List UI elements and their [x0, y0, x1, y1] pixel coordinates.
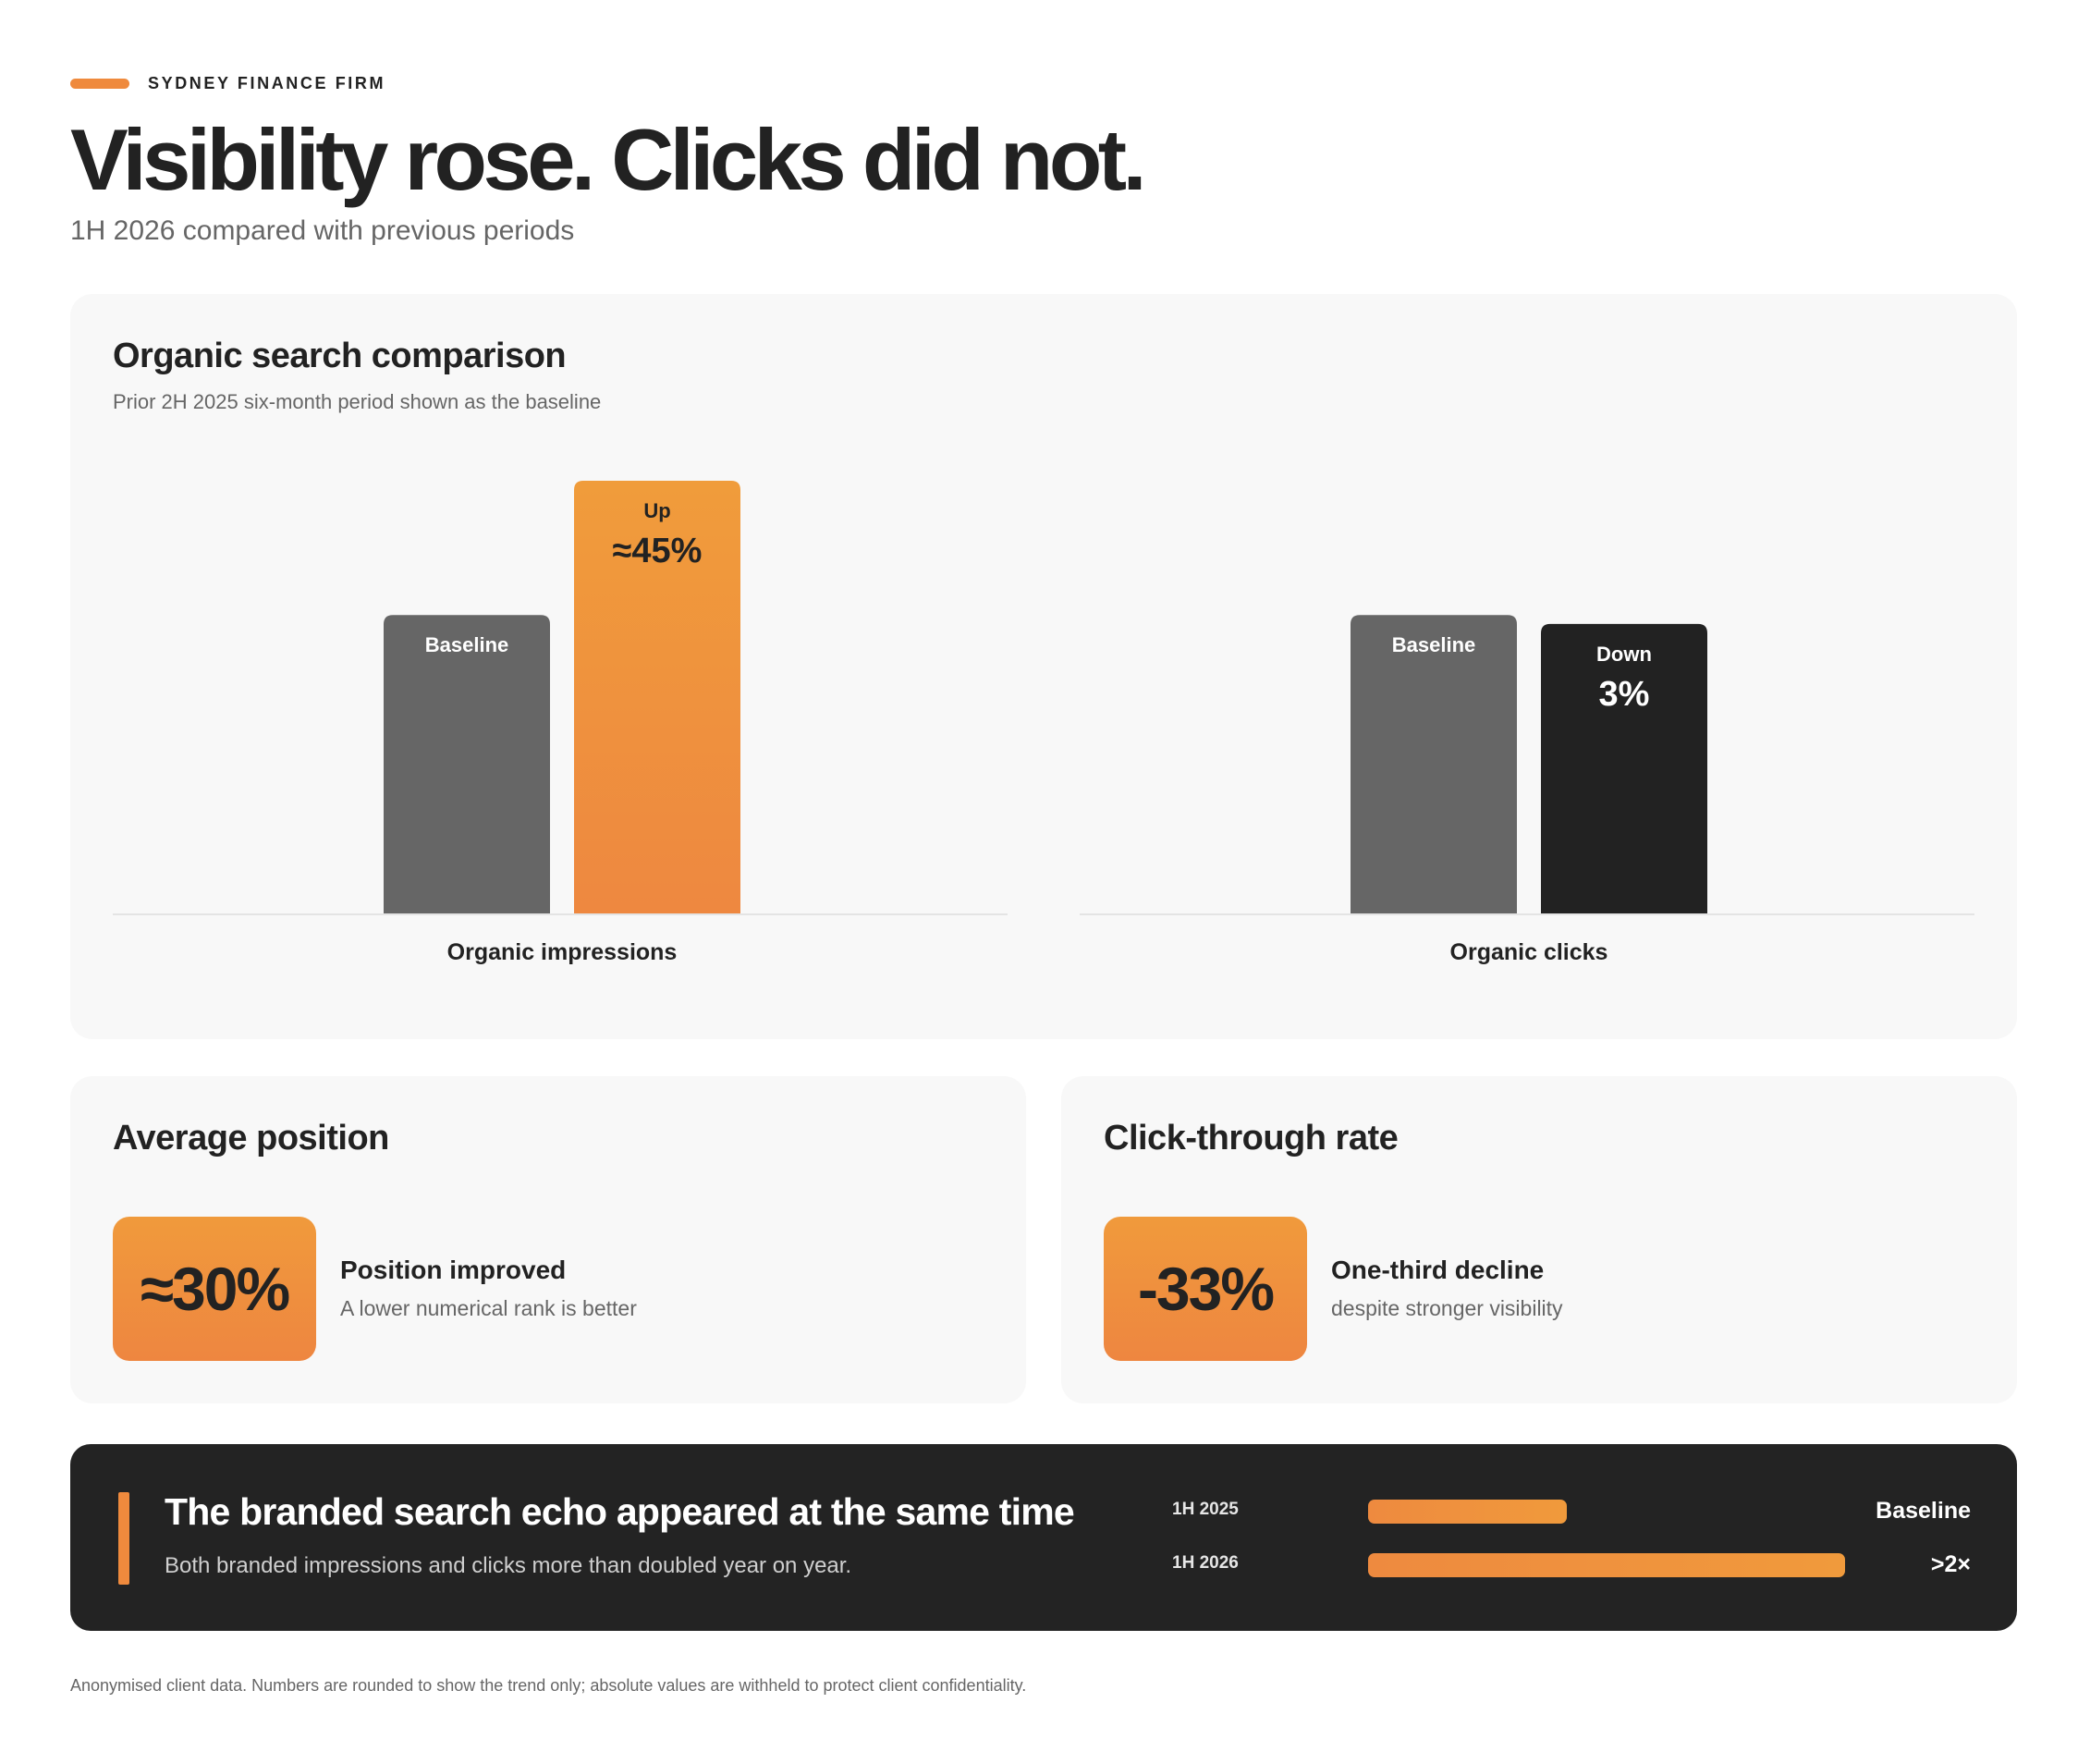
band-row-value-2026: >2×: [1930, 1551, 1971, 1577]
ctr-metric-box: -33%: [1104, 1217, 1307, 1361]
kicker-text: SYDNEY FINANCE FIRM: [148, 73, 386, 92]
position-metric-box: ≈30%: [113, 1217, 316, 1361]
band-description: Both branded impressions and clicks more…: [165, 1553, 852, 1578]
ctr-headline: One-third decline: [1331, 1256, 1545, 1284]
bar-organic-clicks-baseline: [1351, 615, 1517, 913]
bar-label-value: 3%: [1599, 675, 1650, 714]
ctr-card-title: Click-through rate: [1104, 1119, 1399, 1158]
bar-organic-clicks-down: [1541, 623, 1707, 913]
bar-label-value: ≈45%: [613, 532, 703, 570]
chart-title: Organic search comparison: [113, 337, 567, 375]
bar-organic-impressions-baseline: [384, 615, 550, 913]
band-track-2026: [1368, 1553, 1845, 1577]
organic-search-card: Organic search comparison Prior 2H 2025 …: [70, 294, 2017, 1039]
bar-label-top: Baseline: [425, 633, 509, 656]
bar-label-top: Baseline: [1392, 633, 1476, 656]
kicker: SYDNEY FINANCE FIRM: [70, 74, 385, 92]
band-accent-bar: [118, 1492, 129, 1585]
ctr-card: Click-through rate -33% One-third declin…: [1061, 1076, 2017, 1403]
band-row-label-2025: 1H 2025: [1172, 1500, 1239, 1519]
page-title: Visibility rose. Clicks did not.: [70, 111, 1147, 208]
band-row-value-2025: Baseline: [1876, 1498, 1971, 1524]
position-note: A lower numerical rank is better: [340, 1296, 637, 1320]
bar-organic-impressions-up: [574, 481, 740, 913]
position-metric-value: ≈30%: [140, 1255, 290, 1323]
category-label: Organic impressions: [447, 939, 678, 965]
position-card-title: Average position: [113, 1119, 389, 1158]
band-title: The branded search echo appeared at the …: [165, 1490, 1075, 1533]
band-track-2025: [1368, 1500, 1845, 1524]
chart-subtitle: Prior 2H 2025 six-month period shown as …: [113, 390, 602, 413]
band-bar-2025: [1368, 1500, 1567, 1524]
average-position-card: Average position ≈30% Position improved …: [70, 1076, 1026, 1403]
page-subtitle: 1H 2026 compared with previous periods: [70, 215, 575, 246]
bar-label-top: Up: [643, 499, 670, 522]
kicker-accent-bar: [70, 78, 129, 89]
organic-bar-chart: Baseline Up ≈45% Organic impressions Baselin…: [113, 481, 1974, 965]
bar-label-top: Down: [1596, 643, 1652, 666]
ctr-metric-value: -33%: [1137, 1255, 1275, 1323]
branded-search-band: The branded search echo appeared at the …: [70, 1444, 2017, 1631]
band-bar-2026: [1368, 1553, 1845, 1577]
band-row-label-2026: 1H 2026: [1172, 1553, 1239, 1573]
ctr-note: despite stronger visibility: [1331, 1296, 1563, 1320]
category-label: Organic clicks: [1450, 939, 1608, 965]
position-headline: Position improved: [340, 1256, 567, 1284]
footnote: Anonymised client data. Numbers are roun…: [70, 1676, 1027, 1695]
